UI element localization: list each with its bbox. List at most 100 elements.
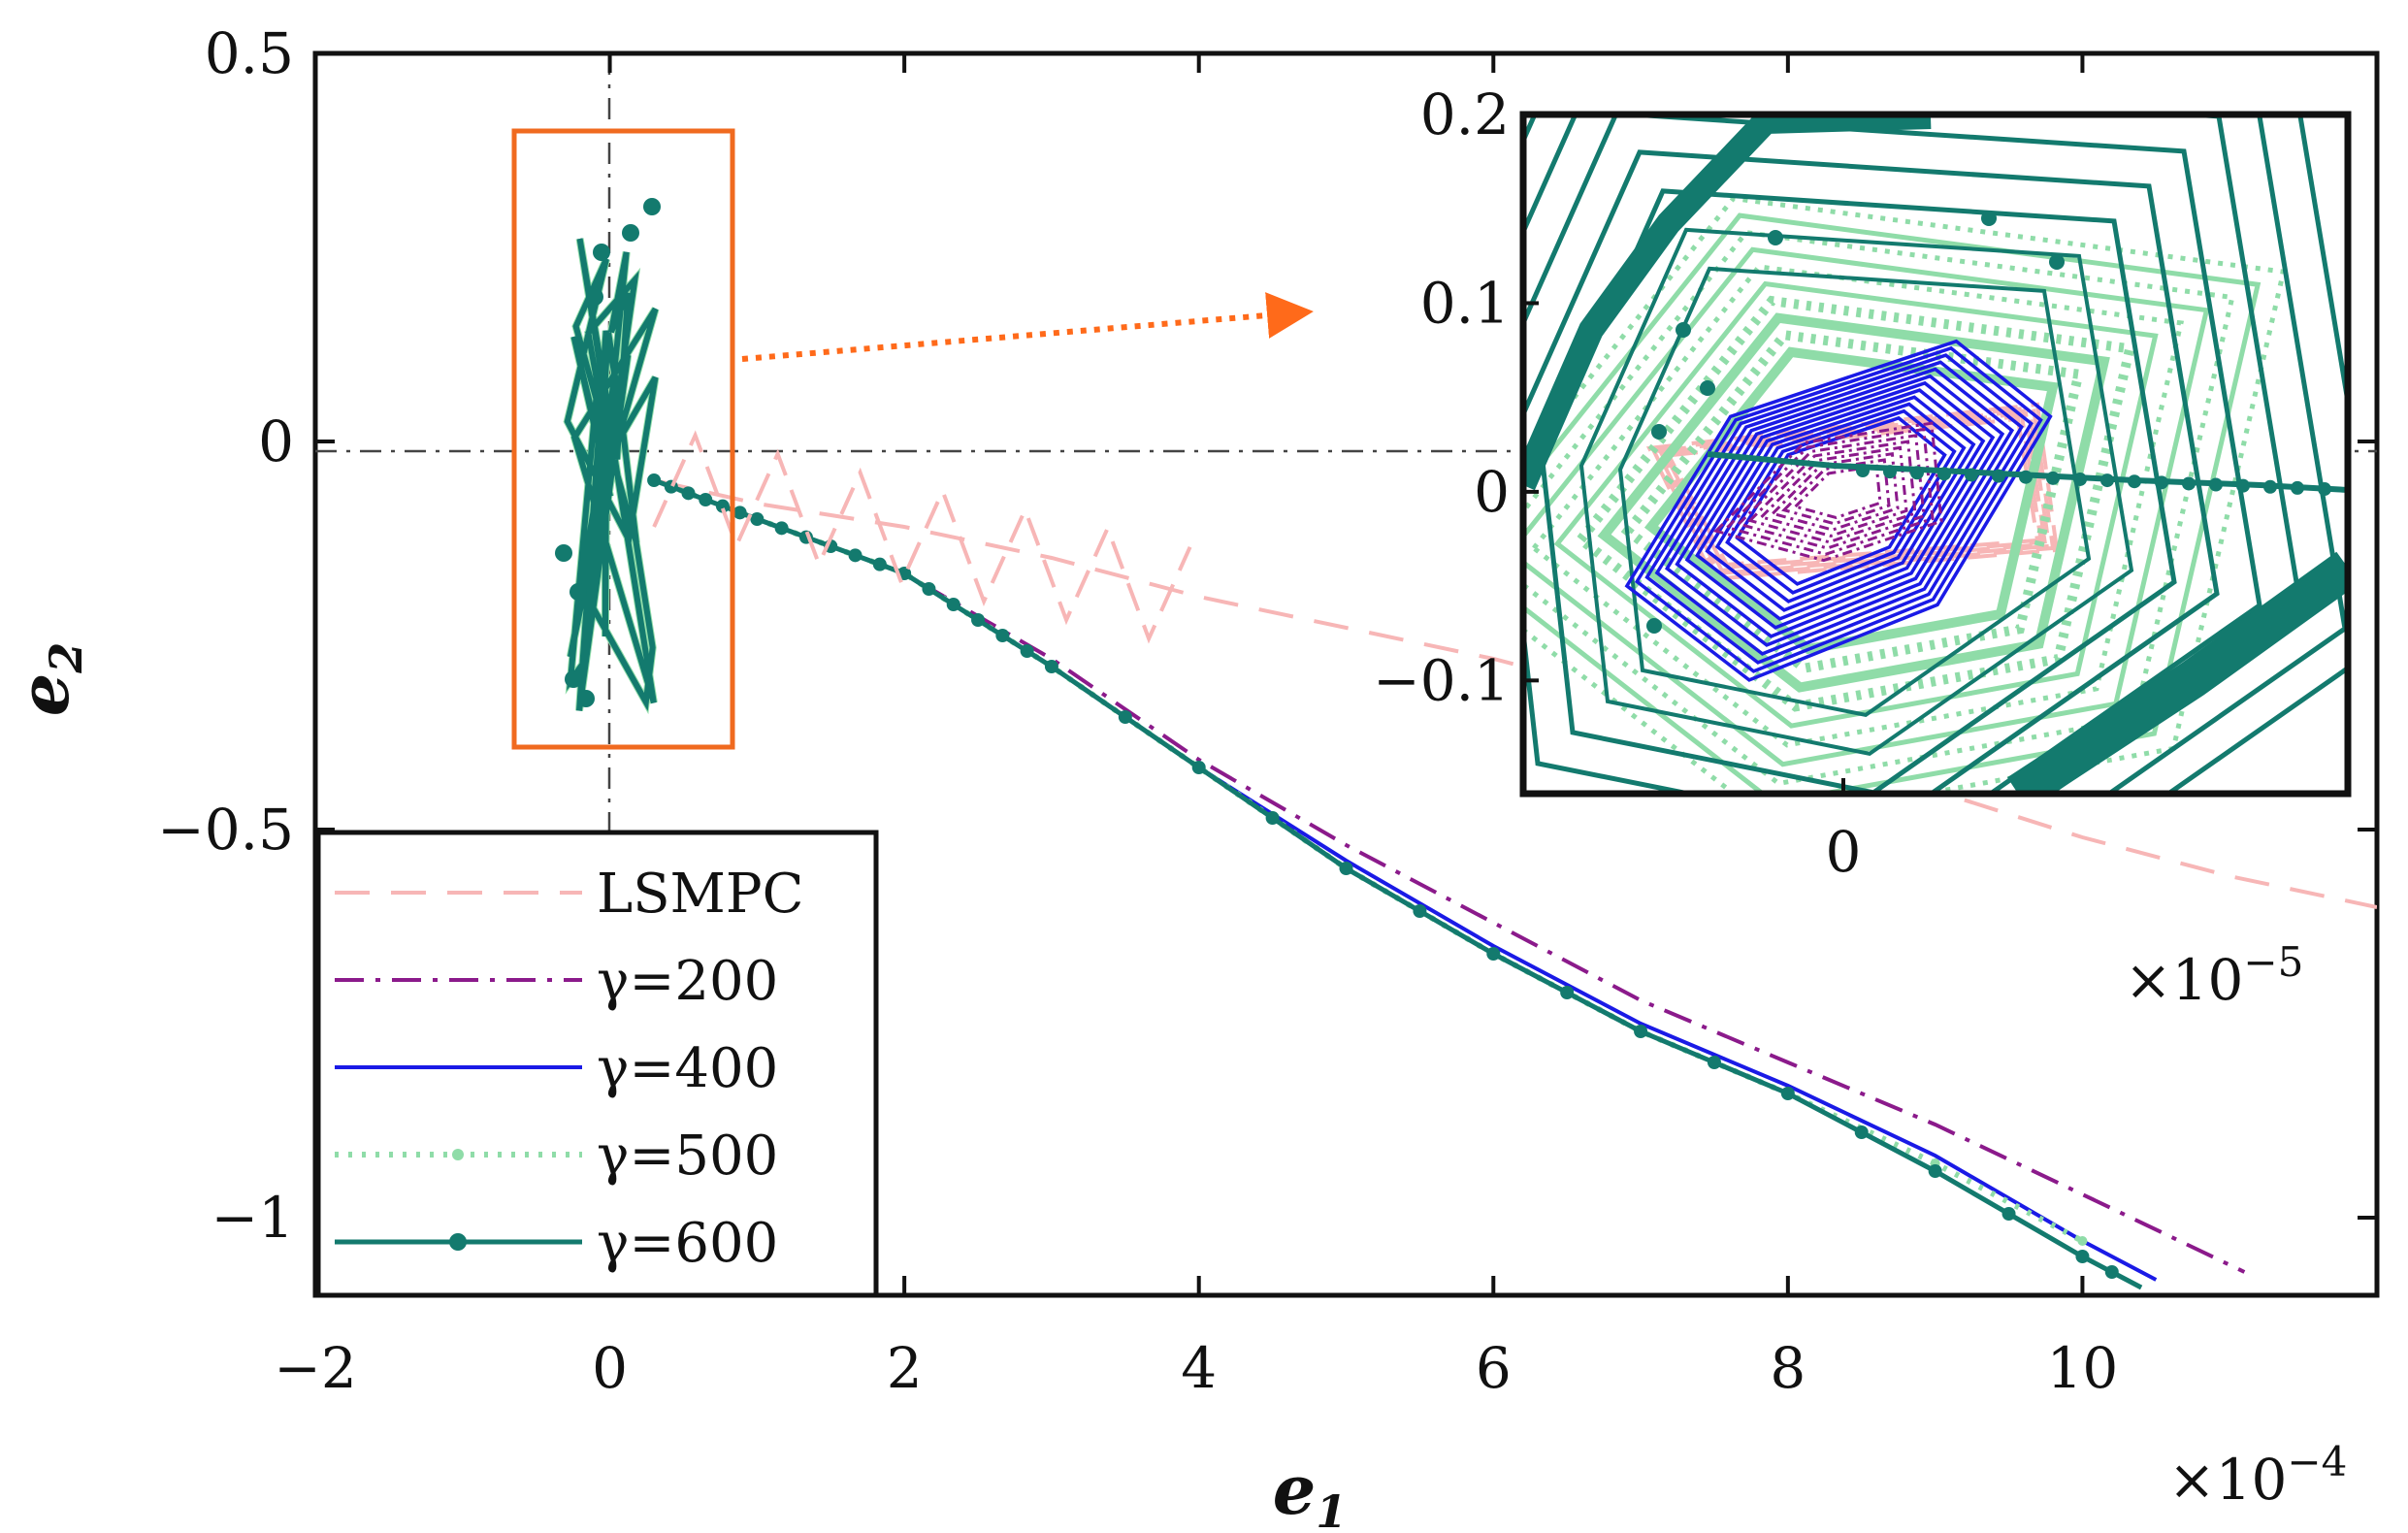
- series-marker: [1780, 1087, 1795, 1100]
- series-marker: [750, 512, 765, 526]
- legend-label-0: LSMPC: [597, 863, 803, 926]
- inset-y-tick-label: −0.1: [1373, 647, 1510, 713]
- inset-marker: [1937, 467, 1951, 481]
- x-multiplier: ×10−4: [2168, 1438, 2347, 1513]
- series-marker: [1118, 710, 1132, 724]
- inset-green-loop: [1530, 264, 2185, 748]
- legend-marker: [452, 1149, 464, 1160]
- inset-marker: [1910, 466, 1924, 480]
- cluster-marker: [569, 583, 587, 601]
- series-marker: [2077, 1236, 2088, 1246]
- series-marker: [681, 486, 696, 501]
- y-tick-label: 0: [258, 408, 294, 474]
- inset-green-loop: [1643, 346, 2060, 655]
- series-marker: [1928, 1164, 1942, 1178]
- inset-purple-loop: [1758, 445, 1908, 538]
- x-tick-label: −2: [274, 1335, 357, 1401]
- series-marker: [922, 582, 936, 596]
- cluster-marker: [593, 244, 610, 261]
- inset-y-tick-label: 0.1: [1420, 270, 1510, 336]
- series-marker: [2075, 1250, 2090, 1263]
- inset-x-multiplier-exp: −5: [2243, 938, 2303, 986]
- cluster-marker: [586, 288, 603, 306]
- series-marker: [1560, 986, 1575, 999]
- inset-x-multiplier: ×10−5: [2125, 938, 2303, 1013]
- inset-marker: [2263, 479, 2277, 494]
- legend-label-4: γ=600: [597, 1212, 778, 1275]
- inset-blue-loop: [1624, 339, 2053, 682]
- inset-purple-loop: [1746, 440, 1917, 544]
- y-axis-label-sub: 2: [40, 642, 92, 674]
- inset-marker: [1883, 465, 1897, 479]
- legend-label-2: γ=400: [597, 1037, 778, 1100]
- zoom-arrow: [741, 292, 1314, 362]
- x-tick-label: 2: [887, 1335, 923, 1401]
- cluster-marker: [565, 670, 582, 688]
- y-tick-label: −1: [212, 1185, 295, 1251]
- zoom-box: [511, 128, 735, 750]
- inset-teal-loop: [1617, 266, 2092, 718]
- y-ticks: 0.5 0 −0.5 −1: [157, 20, 2377, 1251]
- y-axis-label: e2: [4, 642, 92, 717]
- inset-marker: [2128, 474, 2141, 489]
- inset-marker: [2049, 254, 2065, 270]
- inset-blue-loop: [1735, 415, 1947, 586]
- y-tick-label: −0.5: [157, 797, 294, 863]
- inset-marker: [2155, 475, 2168, 490]
- inset-blue-loop: [1664, 367, 2015, 647]
- cluster-marker: [643, 198, 661, 215]
- x-tick-label: 10: [2047, 1335, 2119, 1401]
- inset-blue-loop: [1695, 388, 1986, 621]
- inset-blue-loop: [1675, 374, 2005, 638]
- x-axis-label-sub: 1: [1316, 1485, 1347, 1533]
- inset-purple-loop: [1770, 451, 1900, 532]
- series-marker: [946, 598, 960, 611]
- series-layer: [647, 430, 2377, 1290]
- series-marker: [647, 473, 662, 487]
- series-marker: [1413, 904, 1427, 918]
- series-marker: [1339, 862, 1353, 875]
- legend-label-1: γ=200: [597, 950, 778, 1013]
- inset-teal-loop: [1578, 227, 2134, 757]
- inset-marker: [1856, 464, 1870, 477]
- x-tick-label: 8: [1770, 1335, 1806, 1401]
- inset-teal-loop: [1523, 114, 2262, 794]
- inset-green-loop: [1574, 295, 2136, 712]
- series-marker: [995, 629, 1010, 642]
- series-marker: [1265, 811, 1280, 825]
- series-marker: [1854, 1125, 1869, 1139]
- x-tick-label: 0: [592, 1335, 628, 1401]
- inset-marker: [1768, 230, 1783, 245]
- series-marker: [2104, 1265, 2119, 1279]
- inset-marker: [2318, 482, 2331, 497]
- inset-purple-loop: [1792, 464, 1882, 520]
- inset-marker: [1965, 468, 1978, 482]
- x-tick-label: 4: [1181, 1335, 1217, 1401]
- inset-blue-loop: [1705, 395, 1976, 612]
- y-tick-label: 0.5: [205, 20, 294, 86]
- legend-label-3: γ=500: [597, 1125, 778, 1188]
- inset-x-tick-label: 0: [1826, 819, 1862, 885]
- inset-marker: [1676, 322, 1691, 338]
- inset-blue-loop: [1654, 360, 2024, 656]
- x-multiplier-exp: −4: [2287, 1438, 2347, 1485]
- inset-lsmpc-loop: [1657, 410, 2048, 572]
- inset-marker: [2100, 473, 2114, 488]
- legend-box: [315, 830, 879, 1298]
- inset-marker: [2019, 470, 2033, 484]
- origin-cluster: [555, 198, 661, 715]
- legend: LSMPC γ=200 γ=400 γ=500 γ=600: [315, 830, 879, 1298]
- inset-marker: [1700, 380, 1715, 396]
- inset-series-layer: [1523, 114, 2348, 794]
- series-marker: [1044, 660, 1058, 673]
- inset-marker: [2209, 477, 2223, 492]
- inset-purple-loop: [1712, 421, 1943, 563]
- series-marker: [2001, 1207, 2016, 1221]
- cluster-marker: [577, 690, 595, 707]
- inset-teal-band: [1523, 114, 1932, 491]
- series-marker: [774, 521, 789, 536]
- series-marker: [848, 548, 862, 563]
- inset-teal-loop: [1540, 188, 2177, 794]
- series-marker: [1707, 1056, 1721, 1069]
